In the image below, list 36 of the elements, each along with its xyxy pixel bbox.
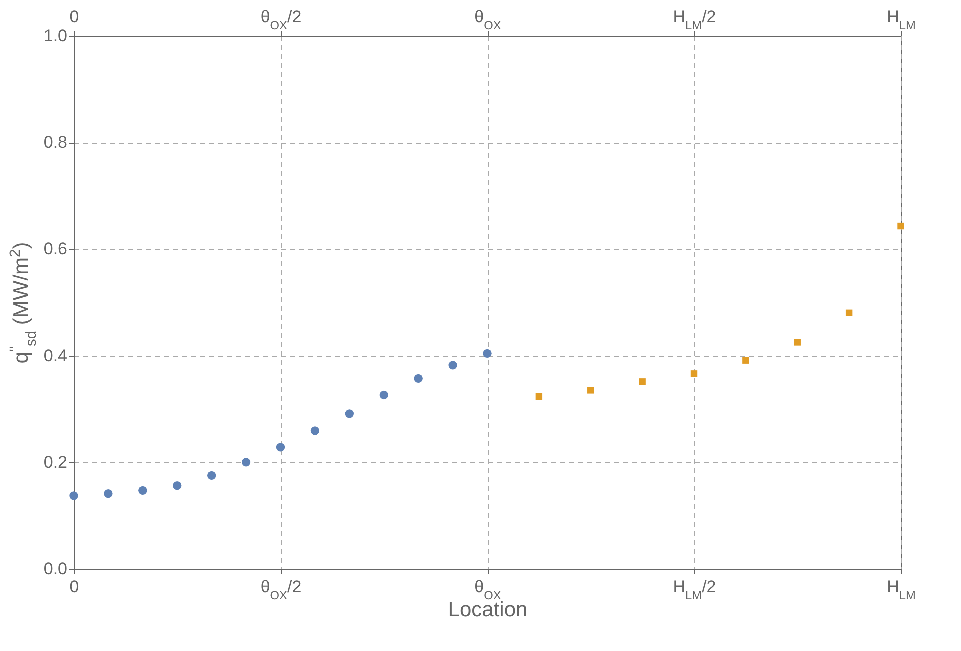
point: [846, 310, 853, 317]
point: [794, 339, 801, 346]
point: [104, 490, 113, 498]
y-tick-label: 0.6: [44, 240, 68, 259]
category-label: H$_{LM}$: [887, 578, 916, 602]
point: [208, 471, 216, 480]
point: [414, 374, 423, 384]
y-tick-label: 0.4: [44, 346, 68, 366]
point: [690, 370, 698, 378]
category-label: H$_{LM}$/2: [673, 578, 716, 602]
point: [242, 458, 251, 467]
point: [345, 410, 354, 418]
point: [310, 426, 320, 436]
category-label: 0: [70, 578, 80, 596]
y-tick-label: 1.0: [44, 26, 68, 46]
point: [276, 443, 286, 452]
point: [448, 361, 458, 370]
x-tick-label: 0: [70, 8, 80, 26]
point: [138, 486, 148, 495]
point: [380, 390, 388, 400]
point: [70, 492, 78, 500]
y-tick-label: 0.2: [44, 452, 68, 472]
point: [173, 482, 182, 490]
point: [536, 393, 543, 400]
point: [898, 222, 904, 230]
x-tick-label: θ$_{OX}$/2: [260, 8, 302, 32]
point: [483, 349, 492, 358]
point: [588, 387, 594, 394]
y-tick-label: 0.0: [44, 560, 68, 578]
point: [639, 378, 646, 386]
x-tick-label: θ$_{OX}$: [474, 8, 502, 32]
x-tick-label: H$_{LM}$: [887, 8, 916, 32]
point: [742, 357, 750, 364]
x-tick-label: H$_{LM}$/2: [673, 8, 716, 32]
category-label: θ$_{OX}$/2: [260, 578, 302, 602]
y-tick-label: 0.8: [44, 133, 68, 152]
